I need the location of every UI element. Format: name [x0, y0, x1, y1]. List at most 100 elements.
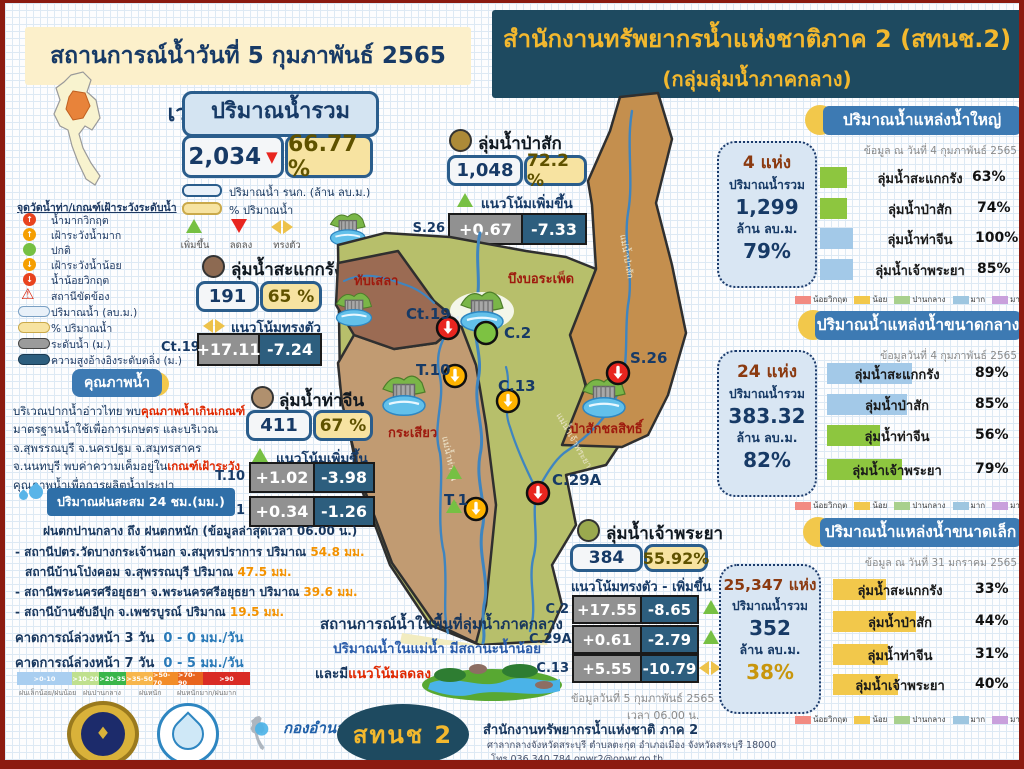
panel-row: ลุ่มน้ำสะแกกรัง 63% [820, 166, 1019, 190]
chaophraya-row-stable-icon [699, 661, 721, 675]
chaophraya-note-time: เวลา 06.00 น. [627, 709, 700, 722]
station-code: C.29A [552, 471, 602, 489]
scale-segment: >10-20 [72, 672, 99, 685]
warning-triangle-icon: ⚠ [21, 285, 35, 303]
bar [827, 425, 880, 446]
panel-large-title: ปริมาณน้ำแหล่งน้ำใหญ่ [823, 106, 1019, 135]
rain-station-text: - สถานีปตร.วัดบางกระเจ้านอก จ.สมุทรปรากา… [15, 545, 311, 559]
bar [833, 611, 916, 632]
scale-segment: >70-90 [178, 671, 203, 687]
dam-name: ทับเสลา [354, 274, 398, 289]
rain-station-line: - สถานีบ้านซับอีปุก จ.เพชรบูรณ์ ปริมาณ 1… [15, 603, 284, 622]
chaophraya-row-up-icon [703, 600, 719, 614]
scale-label: ฝนปานกลาง [83, 689, 121, 697]
total-water-value-box: 2,034 ▼ [182, 135, 284, 178]
trend-stable-label: ทรงตัว [273, 240, 301, 251]
unit: ล้าน ลบ.ม. [736, 430, 798, 445]
total-label: ปริมาณน้ำรวม [729, 387, 805, 401]
pasak-circle-icon [449, 129, 472, 152]
scale-label: ฝนเล็กน้อย/ฝนน้อย [19, 689, 77, 697]
legend-item: มากวิกฤต [992, 713, 1019, 726]
station-bank: -2.79 [642, 625, 699, 654]
station-code: C.2 [504, 324, 531, 342]
station-marker-red-down [605, 360, 631, 386]
station-code: Ct.19 [161, 340, 200, 355]
basin-label: ลุ่มน้ำป่าสัก [864, 399, 930, 414]
legend-watch-low: เฝ้าระวังน้ำน้อย [51, 260, 122, 272]
basin-percent: 40% [975, 676, 1009, 692]
scale-label: ฝนหนักมาก/ฝนมาก [177, 689, 237, 697]
sakaekrang-percent: 65 % [260, 281, 322, 312]
station-marker-yellow-down [463, 496, 489, 522]
legend-level: ระดับน้ำ (ม.) [51, 339, 111, 351]
pasak-trend: แนวโน้มเพิ่มขึ้น [481, 196, 573, 212]
water-quality-button: คุณภาพน้ำ [72, 369, 162, 397]
garuda-inner: ♦ [81, 712, 125, 756]
station-level: +5.55 [572, 654, 642, 683]
total-label: ปริมาณน้ำรวม [729, 178, 805, 192]
legend-volume-swatch [18, 306, 50, 317]
unit: ล้าน ลบ.ม. [736, 221, 798, 236]
total: 1,299 [735, 195, 799, 219]
legend-normal: ปกติ [51, 245, 71, 257]
thachin-row-up-icon [446, 499, 462, 513]
panel-row: ลุ่มน้ำป่าสัก 44% [833, 610, 1019, 634]
gauge-legend-title: จุดวัดน้ำท่า/เกณฑ์เฝ้าระวังระดับน้ำ [17, 202, 177, 214]
legend-bank-swatch [18, 354, 50, 365]
panel-row: ลุ่มน้ำท่าจีน 56% [827, 424, 1019, 448]
forecast-value: 0 - 0 มม./วัน [163, 631, 244, 646]
legend-item: ปานกลาง [894, 713, 946, 726]
thachin-up-icon [252, 448, 268, 462]
onwr2-badge: สทนช 2 [337, 704, 469, 760]
panel-row: ลุ่มน้ำท่าจีน 100% [820, 227, 1019, 251]
panel-large-date: ข้อมูล ณ วันที่ 4 กุมภาพันธ์ 2565 [863, 145, 1017, 157]
water-quality-text: บริเวณปากน้ำอ่าวไทย พบคุณภาพน้ำเกินเกณฑ์… [13, 402, 247, 494]
stable-arrows-icon [271, 220, 293, 234]
panel-row: ลุ่มน้ำเจ้าพระยา 85% [820, 258, 1019, 282]
legend-station-error: สถานีขัดข้อง [51, 291, 110, 303]
bar [833, 644, 888, 665]
garuda-emblem-logo: ♦ [67, 701, 139, 760]
basin-percent: 79% [975, 461, 1009, 477]
dam-name: บึงบอระเพ็ด [508, 269, 574, 287]
panel-medium-summary-card: 24 แห่ง ปริมาณน้ำรวม 383.32 ล้าน ลบ.ม. 8… [717, 350, 817, 497]
legend-bank-height: ความสูงอ้างอิงระดับตลิ่ง (ม.) [51, 355, 182, 367]
thailand-outline [53, 71, 101, 186]
basin-percent: 74% [977, 200, 1011, 216]
basin-map: แม่น้ำท่าจีน แม่น้ำเจ้าพระยา แม่น้ำป่าสั… [334, 91, 688, 645]
thachin-river [436, 315, 460, 635]
panel-medium-title: ปริมาณน้ำแหล่งน้ำขนาดกลาง [815, 311, 1019, 340]
legend-item: ปานกลาง [894, 293, 946, 306]
c13-branch-river [504, 365, 538, 491]
total: 352 [749, 616, 791, 640]
panel-row: ลุ่มน้ำสะแกกรัง 89% [827, 362, 1019, 386]
footer-org-name: สำนักงานทรัพยากรน้ำแห่งชาติ ภาค 2 [483, 723, 699, 738]
situation-line3-black: และมี [315, 666, 349, 682]
basin-label: ลุ่มน้ำสะแกกรัง [877, 172, 963, 187]
quality-text-1: บริเวณปากน้ำอ่าวไทย พบ [13, 404, 142, 418]
total-water-value: 2,034 [188, 143, 262, 170]
footer-contact: โทร 036 340 784 onwr2@onwr.go.th [491, 754, 664, 765]
thachin-volume: 411 [246, 410, 312, 441]
chaophraya-volume: 384 [570, 544, 643, 572]
chaophraya-percent: 55.92% [643, 544, 709, 572]
legend-item: มากวิกฤต [992, 499, 1019, 512]
critical-low-icon: ↓ [23, 273, 36, 286]
legend-item: น้อย [854, 293, 887, 306]
panel-row: ลุ่มน้ำเจ้าพระยา 79% [827, 458, 1019, 482]
station-bank: -3.98 [315, 462, 375, 493]
bar [820, 259, 853, 280]
rain-value: 19.5 มม. [229, 605, 285, 619]
count: 25,347 แห่ง [723, 576, 817, 594]
bar [827, 459, 902, 480]
bar [820, 167, 847, 188]
legend-critical-low: น้ำน้อยวิกฤต [51, 275, 110, 287]
sakaekrang-name: ลุ่มน้ำสะแกกรัง [231, 260, 343, 280]
scale-segment: >0-10 [17, 672, 72, 685]
pasak-name: ลุ่มน้ำป่าสัก [478, 134, 562, 154]
chaophraya-circle-icon [577, 519, 600, 542]
thachin-station-row: +0.34 -1.26 [249, 496, 375, 527]
pasak-river [536, 109, 634, 491]
basin-percent: 56% [975, 427, 1009, 443]
overall-percent: 79% [743, 239, 791, 263]
